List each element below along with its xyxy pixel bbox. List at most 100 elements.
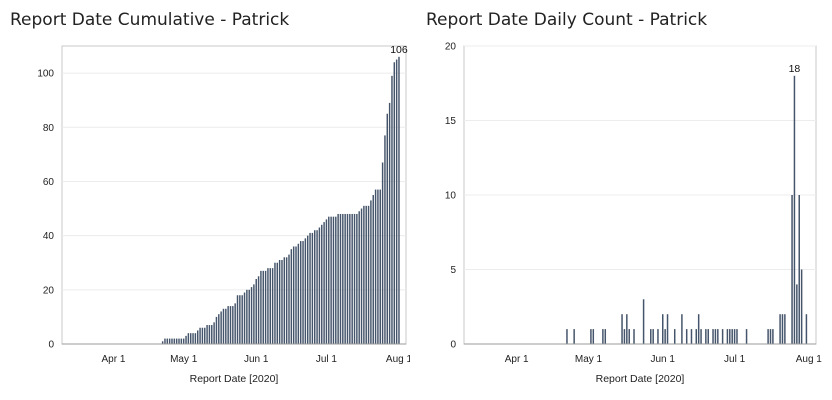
- y-tick-label: 10: [445, 191, 457, 202]
- bar: [264, 270, 267, 344]
- bar: [269, 268, 271, 344]
- x-axis-title: Report Date [2020]: [190, 373, 279, 385]
- bar: [736, 329, 738, 344]
- x-tick-label: May 1: [575, 354, 603, 365]
- x-tick-label: May 1: [170, 354, 198, 365]
- bar: [395, 59, 398, 344]
- bar: [393, 62, 396, 344]
- bar: [328, 216, 330, 344]
- bar: [316, 230, 318, 344]
- bar: [381, 162, 384, 344]
- bar: [697, 314, 700, 344]
- bar: [194, 333, 197, 344]
- bar: [633, 329, 635, 344]
- bar: [358, 211, 360, 344]
- bar: [232, 306, 234, 344]
- bar: [791, 195, 793, 344]
- bar: [225, 308, 227, 344]
- bar: [178, 338, 180, 344]
- bar: [213, 322, 215, 344]
- bar: [321, 224, 323, 344]
- bar: [370, 200, 372, 344]
- bar: [262, 270, 264, 344]
- bar: [175, 338, 178, 344]
- bar: [664, 329, 666, 344]
- bar: [657, 329, 659, 344]
- bar: [360, 208, 363, 344]
- bar: [805, 314, 808, 344]
- y-tick-label: 100: [37, 69, 54, 80]
- bar: [211, 325, 213, 344]
- bar: [388, 102, 391, 345]
- bar: [267, 268, 269, 344]
- x-axis-title: Report Date [2020]: [596, 373, 685, 385]
- y-tick-label: 20: [43, 285, 55, 296]
- peak-data-label: 106: [390, 44, 408, 56]
- bar: [295, 246, 297, 344]
- bar: [344, 213, 346, 344]
- bar: [180, 338, 183, 344]
- bar: [712, 329, 714, 344]
- bar: [199, 327, 201, 344]
- y-tick-label: 60: [43, 177, 55, 188]
- bar: [652, 329, 654, 344]
- bar: [798, 195, 800, 344]
- x-tick-label: Aug 1: [386, 354, 410, 365]
- bar: [239, 295, 241, 344]
- bar: [302, 241, 304, 344]
- bar: [311, 232, 314, 344]
- bar: [707, 329, 709, 344]
- bar: [700, 329, 702, 344]
- bar: [208, 325, 211, 344]
- bar: [290, 249, 293, 344]
- bar: [171, 338, 173, 344]
- bar: [255, 278, 257, 344]
- bar: [398, 56, 400, 344]
- daily-count-chart: 0 5 10 15 20 Apr 1 May 1 Jun 1 Jul 1 Aug 1 Report …: [445, 42, 822, 386]
- bar: [353, 213, 356, 344]
- bar: [705, 329, 707, 344]
- bar: [628, 329, 630, 344]
- bar: [253, 284, 255, 344]
- y-tick-label: 0: [450, 340, 456, 351]
- bar: [173, 338, 176, 344]
- bar: [288, 254, 290, 344]
- bar: [745, 329, 748, 344]
- bar: [349, 213, 351, 344]
- bar: [626, 314, 628, 344]
- bar: [204, 327, 206, 344]
- bar: [673, 329, 676, 344]
- bar: [386, 113, 389, 345]
- bar: [229, 306, 232, 344]
- bar: [182, 338, 185, 344]
- bar: [769, 329, 772, 344]
- bar: [356, 213, 358, 344]
- bar: [779, 314, 781, 344]
- bar: [241, 295, 243, 344]
- bar: [283, 257, 286, 344]
- plot-area: [61, 45, 407, 345]
- bar: [161, 341, 164, 344]
- bar: [662, 314, 664, 344]
- bar: [304, 238, 307, 344]
- bar: [201, 327, 204, 344]
- x-tick-label: Apr 1: [505, 354, 529, 365]
- bar: [164, 338, 166, 344]
- y-tick-label: 40: [43, 231, 55, 242]
- bar: [243, 292, 246, 344]
- bar: [717, 329, 719, 344]
- bar: [318, 227, 321, 344]
- bar: [781, 314, 784, 344]
- bar: [250, 287, 253, 344]
- bar: [309, 232, 311, 344]
- bar: [297, 243, 300, 344]
- bar: [337, 213, 339, 344]
- bar: [323, 222, 325, 344]
- bar: [367, 205, 370, 344]
- bar: [377, 189, 379, 344]
- bar: [379, 189, 381, 344]
- bar: [227, 306, 229, 344]
- bar: [260, 270, 262, 344]
- bar: [642, 299, 645, 344]
- bar: [278, 260, 281, 344]
